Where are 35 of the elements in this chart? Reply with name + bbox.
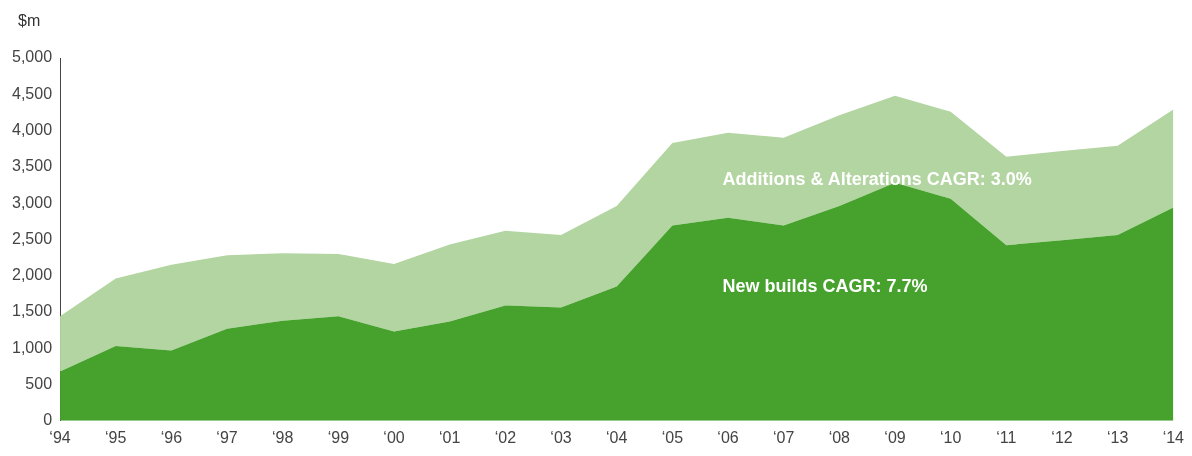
x-tick-label: ‘06 [717,428,739,446]
y-tick-label: 5,000 [11,48,53,66]
x-tick-label: ‘99 [327,428,350,446]
x-tick-label: ‘05 [661,428,684,446]
y-tick-label: 0 [43,411,53,429]
x-tick-label: ‘10 [939,428,962,446]
x-tick-label: ‘01 [439,428,461,446]
x-tick-label: ‘11 [996,428,1017,446]
y-tick-label: 3,000 [11,193,53,211]
y-tick-label: 4,000 [11,120,53,138]
x-tick-label: ‘13 [1106,428,1129,446]
annotation: New builds CAGR: 7.7% [722,275,928,296]
x-tick-label: ‘94 [49,428,71,446]
y-tick-label: 500 [25,374,53,392]
y-axis-title: $m [18,12,41,30]
x-tick-label: ‘98 [272,428,294,446]
y-tick-label: 3,500 [11,157,53,175]
y-tick-label: 2,500 [11,229,53,247]
x-tick-label: ‘12 [1051,428,1073,446]
x-tick-label: ‘96 [160,428,183,446]
x-tick-label: ‘02 [494,428,517,446]
annotation: Additions & Alterations CAGR: 3.0% [722,168,1032,189]
y-tick-label: 1,000 [11,338,53,356]
y-tick-label: 2,000 [11,266,53,284]
x-tick-label: ‘04 [606,428,628,446]
y-tick-label: 1,500 [11,302,53,320]
x-tick-label: ‘95 [105,428,127,446]
x-tick-label: ‘97 [216,428,238,446]
x-tick-label: ‘08 [828,428,851,446]
x-tick-label: ‘09 [884,428,906,446]
x-tick-label: ‘03 [550,428,572,446]
x-tick-label: ‘07 [772,428,795,446]
y-tick-label: 4,500 [11,84,53,102]
x-tick-label: ‘14 [1162,428,1185,446]
x-tick-label: ‘00 [383,428,405,446]
